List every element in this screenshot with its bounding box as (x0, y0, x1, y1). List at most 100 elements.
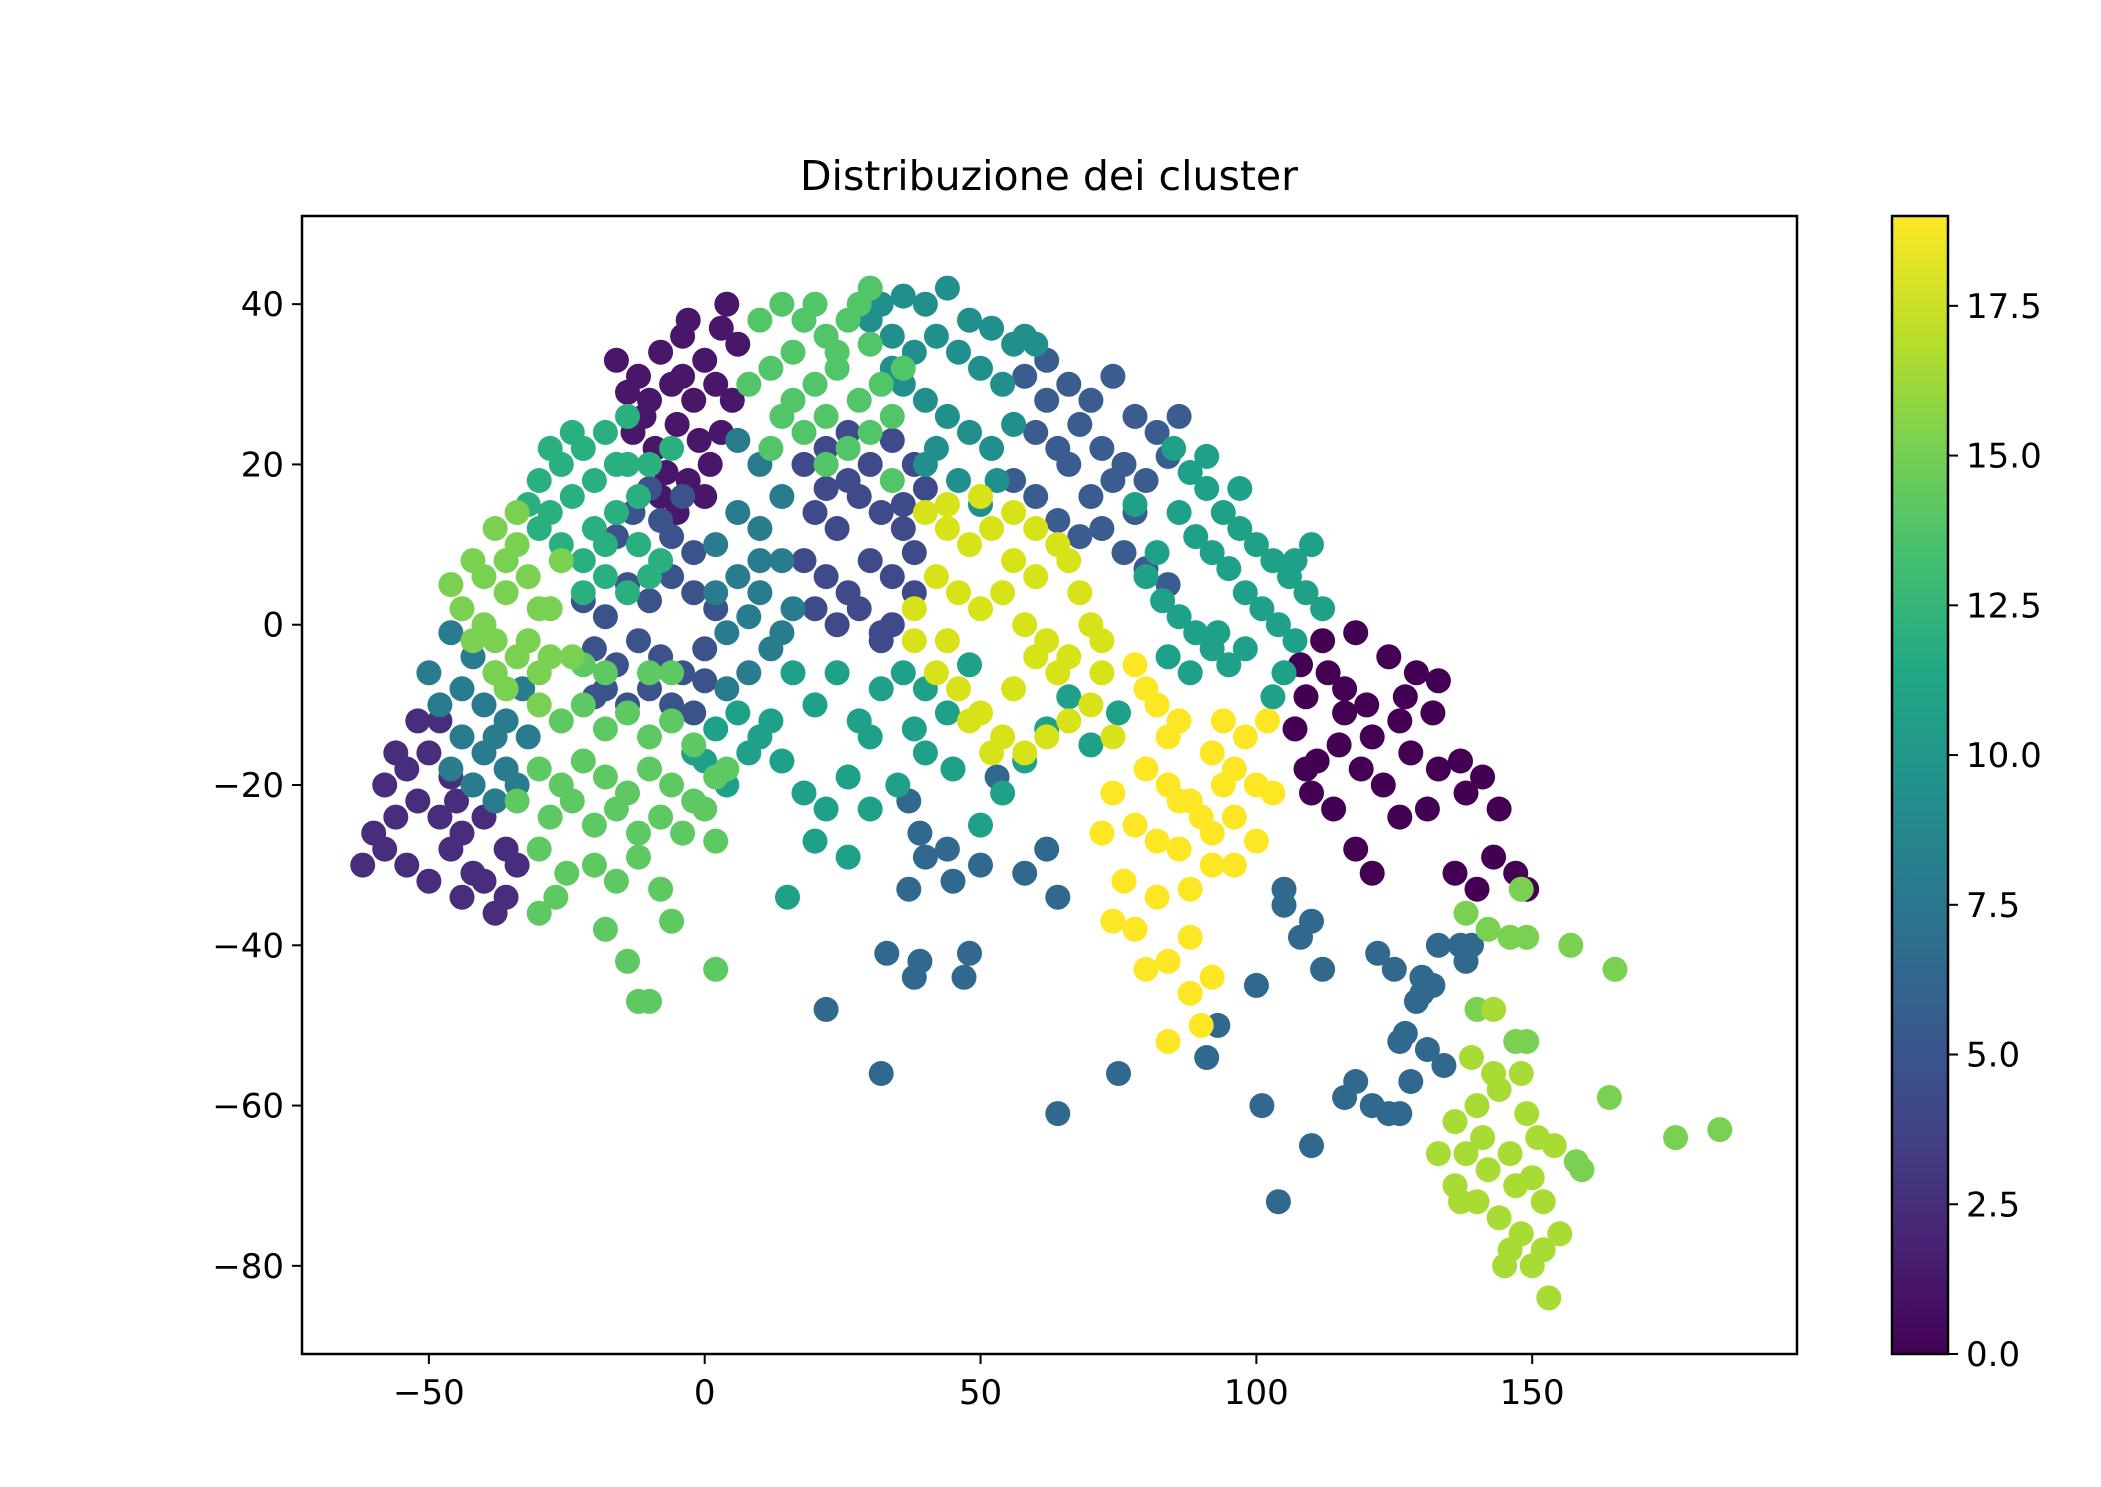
scatter-point (857, 275, 883, 301)
scatter-point (537, 596, 563, 622)
x-axis: −50 0 50 100 150 (393, 1354, 1565, 1413)
scatter-point (824, 339, 850, 365)
scatter-point (824, 516, 850, 541)
scatter-point (1293, 684, 1319, 710)
scatter-point (1034, 724, 1060, 750)
scatter-point (968, 852, 993, 878)
scatter-point (438, 756, 464, 782)
scatter-point (1210, 772, 1236, 798)
scatter-point (570, 748, 596, 774)
scatter-point (1448, 748, 1473, 774)
colorbar-tick-label: 7.5 (1966, 886, 2020, 926)
scatter-point (692, 347, 718, 373)
scatter-point (1199, 852, 1225, 878)
scatter-point (957, 940, 982, 966)
scatter-point (1144, 419, 1170, 445)
scatter-point (570, 548, 596, 574)
scatter-point (692, 636, 718, 662)
scatter-point (383, 804, 409, 830)
scatter-point (879, 403, 905, 429)
scatter-point (1459, 932, 1484, 958)
scatter-point (1194, 1045, 1220, 1070)
scatter-point (1001, 676, 1027, 702)
scatter-point (1166, 788, 1192, 814)
scatter-point (868, 500, 894, 525)
scatter-point (1519, 1253, 1545, 1279)
scatter-point (1144, 828, 1170, 854)
scatter-point (670, 363, 696, 389)
scatter-point (907, 948, 933, 974)
scatter-point (1106, 1061, 1131, 1086)
scatter-point (1194, 476, 1220, 501)
scatter-point (1216, 652, 1242, 678)
colorbar-tick-label: 15.0 (1966, 437, 2042, 477)
scatter-point (957, 532, 982, 558)
scatter-point (1023, 516, 1049, 541)
scatter-point (912, 476, 938, 501)
scatter-point (670, 820, 696, 846)
scatter-point (912, 387, 938, 413)
scatter-point (946, 676, 971, 702)
scatter-point (1056, 708, 1082, 734)
scatter-point (725, 427, 751, 453)
scatter-point (813, 451, 839, 477)
scatter-point (482, 900, 508, 926)
scatter-point (603, 500, 629, 525)
scatter-point (1227, 516, 1253, 541)
colorbar-tick-label: 12.5 (1966, 586, 2042, 626)
scatter-point (537, 435, 563, 461)
scatter-point (1001, 500, 1027, 525)
scatter-point (1392, 684, 1418, 710)
scatter-point (394, 852, 420, 878)
scatter-point (890, 283, 916, 309)
scatter-point (675, 307, 701, 333)
scatter-point (1569, 1157, 1595, 1183)
scatter-point (1023, 644, 1049, 670)
scatter-point (1486, 796, 1512, 822)
scatter-point (637, 451, 662, 477)
scatter-point (1034, 836, 1060, 862)
scatter-point (615, 451, 640, 477)
scatter-point (1023, 564, 1049, 590)
scatter-point (934, 700, 960, 726)
scatter-point (1144, 692, 1170, 718)
scatter-point (1166, 604, 1192, 630)
scatter-point (460, 772, 486, 798)
scatter-point (592, 660, 618, 686)
scatter-point (515, 628, 541, 654)
scatter-point (1133, 468, 1159, 493)
scatter-point (890, 516, 916, 541)
scatter-point (559, 419, 585, 445)
scatter-point (912, 844, 938, 870)
scatter-point (1254, 708, 1280, 734)
scatter-point (592, 604, 618, 630)
scatter-point (570, 580, 596, 606)
scatter-point (427, 692, 453, 718)
scatter-point (1387, 1101, 1413, 1127)
scatter-point (1425, 932, 1451, 958)
scatter-point (1265, 612, 1291, 638)
scatter-point (736, 604, 762, 630)
scatter-point (857, 331, 883, 357)
scatter-point (1558, 932, 1584, 958)
scatter-point (1530, 1189, 1556, 1215)
scatter-point (1188, 804, 1214, 830)
scatter-point (1100, 468, 1126, 493)
scatter-point (1199, 540, 1225, 566)
scatter-point (1596, 1085, 1622, 1110)
scatter-point (1514, 1029, 1540, 1054)
scatter-point (405, 788, 431, 814)
scatter-point (1012, 363, 1038, 389)
scatter-point (791, 780, 817, 806)
scatter-point (835, 844, 861, 870)
scatter-point (1376, 644, 1402, 670)
scatter-point (714, 620, 740, 646)
scatter-point (769, 548, 795, 574)
scatter-point (1023, 331, 1049, 357)
cluster-14-series (1425, 996, 1573, 1311)
scatter-point (1425, 668, 1451, 694)
scatter-point (1392, 1020, 1418, 1046)
scatter-point (1470, 1125, 1496, 1151)
scatter-point (1293, 580, 1319, 606)
scatter-point (504, 532, 530, 558)
